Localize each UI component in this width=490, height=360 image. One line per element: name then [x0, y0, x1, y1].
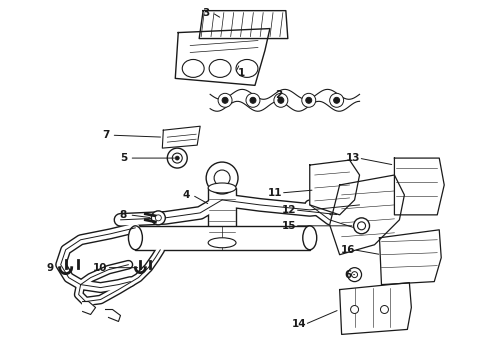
Circle shape — [155, 215, 161, 221]
Circle shape — [347, 268, 362, 282]
Circle shape — [302, 93, 316, 107]
Circle shape — [175, 156, 179, 160]
Text: 13: 13 — [345, 153, 360, 163]
Text: 1: 1 — [237, 68, 245, 78]
Circle shape — [306, 97, 312, 103]
Circle shape — [151, 211, 165, 225]
Circle shape — [380, 306, 389, 314]
Polygon shape — [105, 310, 121, 321]
Text: 5: 5 — [120, 153, 127, 163]
Ellipse shape — [303, 226, 317, 250]
Text: 16: 16 — [341, 245, 355, 255]
Ellipse shape — [182, 59, 204, 77]
Polygon shape — [340, 283, 412, 334]
Circle shape — [350, 306, 359, 314]
Text: 4: 4 — [183, 190, 190, 200]
Text: 7: 7 — [102, 130, 109, 140]
Text: 2: 2 — [275, 90, 283, 100]
Polygon shape — [175, 28, 270, 85]
Text: 6: 6 — [344, 270, 351, 280]
Text: 8: 8 — [120, 210, 127, 220]
Ellipse shape — [208, 238, 236, 248]
Circle shape — [218, 93, 232, 107]
Circle shape — [246, 93, 260, 107]
Bar — [135, 226, 310, 250]
Polygon shape — [162, 126, 200, 148]
Bar — [208, 188, 236, 243]
Ellipse shape — [128, 226, 143, 250]
Text: 10: 10 — [93, 263, 108, 273]
Circle shape — [167, 148, 187, 168]
Polygon shape — [379, 230, 441, 285]
Polygon shape — [199, 11, 288, 39]
Circle shape — [354, 218, 369, 234]
Text: 15: 15 — [282, 221, 296, 231]
Circle shape — [330, 93, 343, 107]
Circle shape — [172, 153, 182, 163]
Circle shape — [358, 222, 366, 230]
Circle shape — [206, 162, 238, 194]
Circle shape — [214, 170, 230, 186]
Circle shape — [250, 97, 256, 103]
Text: 9: 9 — [46, 263, 53, 273]
Circle shape — [278, 97, 284, 103]
Circle shape — [334, 97, 340, 103]
Circle shape — [222, 97, 228, 103]
Polygon shape — [330, 175, 404, 255]
Ellipse shape — [208, 183, 236, 193]
Text: 12: 12 — [282, 205, 296, 215]
Circle shape — [352, 272, 358, 278]
Ellipse shape — [236, 59, 258, 77]
Polygon shape — [310, 160, 360, 215]
Polygon shape — [83, 302, 96, 315]
Text: 3: 3 — [202, 8, 210, 18]
Text: 14: 14 — [292, 319, 306, 329]
Polygon shape — [394, 158, 444, 215]
Ellipse shape — [209, 59, 231, 77]
Circle shape — [274, 93, 288, 107]
Text: 11: 11 — [268, 188, 282, 198]
